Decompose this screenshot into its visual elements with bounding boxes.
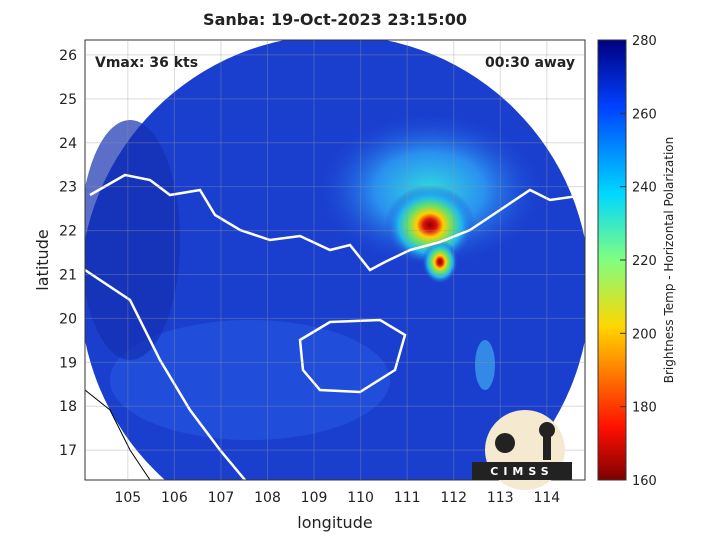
vmax-label: Vmax: 36 kts <box>95 55 198 71</box>
satellite-image <box>85 40 585 480</box>
plot-frame <box>84 39 586 481</box>
x-tick-label: 105 <box>114 490 141 506</box>
grid <box>85 40 585 480</box>
y-tick-label: 23 <box>59 180 77 196</box>
y-tick-label: 24 <box>59 136 77 152</box>
colorbar-tick-label: 240 <box>632 181 657 196</box>
x-axis-label: longitude <box>297 513 372 532</box>
x-tick-label: 112 <box>440 490 467 506</box>
title: Sanba: 19-Oct-2023 23:15:00 <box>203 10 467 29</box>
y-tick-label: 18 <box>59 399 77 415</box>
y-tick-label: 17 <box>59 443 77 459</box>
x-tick-label: 107 <box>208 490 235 506</box>
cimss-logo: CIMSS <box>472 410 572 490</box>
y-tick-label: 20 <box>59 311 77 327</box>
y-tick-label: 21 <box>59 267 77 283</box>
x-tick-label: 111 <box>394 490 421 506</box>
logo-text: CIMSS <box>490 465 553 478</box>
x-tick-label: 106 <box>161 490 188 506</box>
colorbar-tick-label: 280 <box>632 34 657 49</box>
colorbar-label: Brightness Temp - Horizontal Polarizatio… <box>662 137 676 384</box>
colorbar-tick-label: 160 <box>632 474 657 489</box>
y-axis-label: latitude <box>33 229 52 290</box>
x-tick-label: 110 <box>347 490 374 506</box>
time-label: 00:30 away <box>485 55 575 71</box>
x-tick-label: 114 <box>533 490 560 506</box>
y-tick-label: 25 <box>59 92 77 108</box>
colorbar-tick-label: 200 <box>632 327 657 342</box>
x-tick-label: 113 <box>487 490 514 506</box>
x-tick-label: 108 <box>254 490 281 506</box>
x-tick-label: 109 <box>301 490 328 506</box>
y-tick-label: 26 <box>59 48 77 64</box>
colorbar-tick-label: 180 <box>632 401 657 416</box>
colorbar-tick-label: 220 <box>632 254 657 269</box>
colorbar-tick-label: 260 <box>632 107 657 122</box>
y-tick-label: 22 <box>59 224 77 240</box>
y-tick-label: 19 <box>59 355 77 371</box>
